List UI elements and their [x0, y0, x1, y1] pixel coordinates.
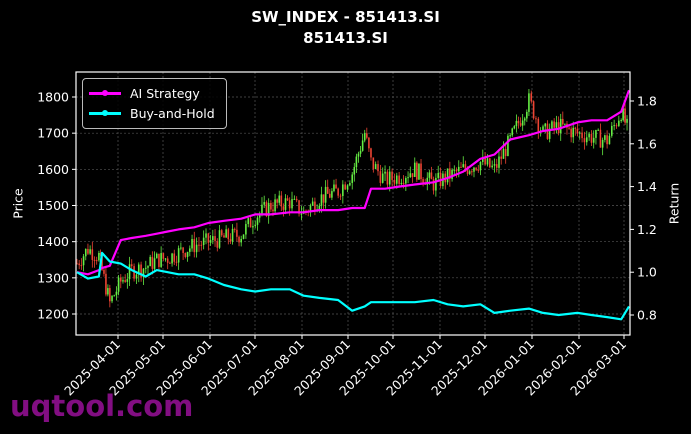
ai-strategy-swatch-icon [89, 89, 121, 96]
y-tick-label-right: 1.0 [637, 265, 657, 280]
y-tick-label-left: 1800 [37, 90, 69, 105]
y-tick-label-left: 1700 [37, 126, 69, 141]
watermark: uqtool.com [10, 389, 194, 423]
legend-label-buy-and-hold: Buy-and-Hold [130, 105, 215, 121]
buy-and-hold-swatch-icon [89, 109, 121, 116]
y-tick-label-left: 1200 [37, 307, 69, 322]
chart-title-line1: SW_INDEX - 851413.SI [251, 8, 440, 26]
legend-item-buy-and-hold: Buy-and-Hold [89, 104, 215, 122]
y-tick-label-right: 1.2 [637, 222, 657, 237]
legend-label-ai-strategy: AI Strategy [130, 85, 200, 101]
buy-and-hold-line [76, 251, 630, 321]
y-tick-label-left: 1600 [37, 162, 69, 177]
chart-title-line2: 851413.SI [303, 29, 388, 47]
y-tick-label-right: 1.4 [637, 179, 657, 194]
grid-lines [76, 72, 630, 335]
y-tick-label-right: 0.8 [637, 308, 657, 323]
ai-strategy-line [76, 89, 631, 276]
y-tick-label-right: 1.6 [637, 136, 657, 151]
legend-item-ai-strategy: AI Strategy [89, 84, 200, 102]
candlestick-series [76, 88, 628, 308]
y-tick-label-right: 1.8 [637, 94, 657, 109]
return-lines [76, 89, 631, 321]
y-tick-label-left: 1500 [37, 198, 69, 213]
axes: 1200 1300 1400 1500 1600 1700 1800 0.8 1.0 1.2 1.4… [37, 90, 657, 399]
y-axis-left-label: Price [10, 188, 26, 219]
plot-frame [75, 71, 631, 336]
y-tick-label-left: 1300 [37, 270, 69, 285]
y-axis-right-label: Return [666, 182, 682, 225]
y-tick-label-left: 1400 [37, 234, 69, 249]
chart-legend: AI Strategy Buy-and-Hold [82, 78, 227, 129]
